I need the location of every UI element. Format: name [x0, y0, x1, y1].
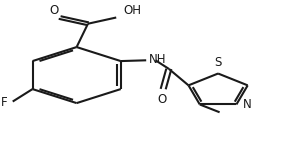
Text: F: F	[1, 96, 8, 109]
Text: O: O	[157, 93, 166, 105]
Text: S: S	[214, 56, 222, 69]
Text: NH: NH	[149, 54, 166, 66]
Text: O: O	[49, 4, 59, 17]
Text: OH: OH	[123, 4, 141, 17]
Text: N: N	[243, 98, 251, 111]
